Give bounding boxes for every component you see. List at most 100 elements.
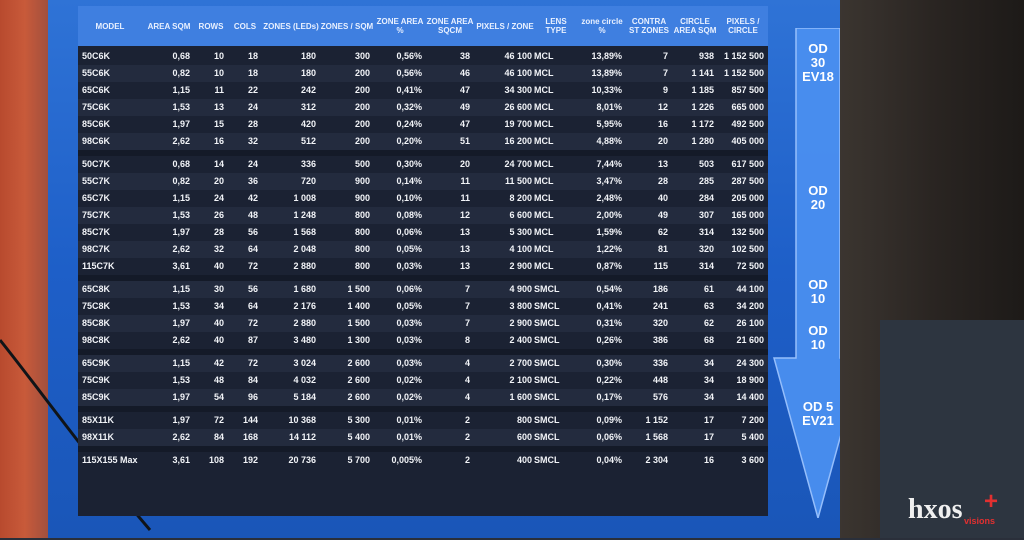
table-row: 85C9K 1,97 54 96 5 184 2 600 0,02% 4 1 600 SMCL 0,… (78, 389, 768, 406)
table-cell: 2 400 (509, 335, 532, 345)
table-cell: 5 300 (347, 415, 370, 425)
table-cell: 42 (213, 358, 224, 368)
model-cell: 50C7K (82, 159, 111, 169)
table-cell: 1 152 (645, 415, 668, 425)
table-cell: 0,08% (396, 210, 422, 220)
group-divider (78, 150, 768, 156)
table-cell: 1,97 (172, 119, 190, 129)
table-cell: 13,89% (591, 68, 622, 78)
table-cell: 72 500 (736, 261, 764, 271)
model-cell: 98X11K (82, 432, 115, 442)
table-cell: 15 (213, 119, 224, 129)
table-cell: 20 (657, 136, 668, 146)
table-cell: 312 (300, 102, 316, 112)
table-cell: 0,68 (172, 51, 190, 61)
table-cell: 68 (703, 335, 714, 345)
model-cell: 98C7K (82, 244, 111, 254)
table-row: 98C6K 2,62 16 32 512 200 0,20% 51 16 200 MCL 4,88%… (78, 133, 768, 150)
table-cell: 1,15 (172, 193, 190, 203)
column-header: ZONES / SQM (320, 21, 374, 31)
table-cell: 19 700 (504, 119, 532, 129)
table-cell: 34 300 (504, 85, 532, 95)
model-cell: 115C7K (82, 261, 115, 271)
column-header: ROWS (198, 21, 224, 31)
table-row: 65C8K 1,15 30 56 1 680 1 500 0,06% 7 4 900 SMCL 0,… (78, 281, 768, 298)
table-cell: MCL (534, 176, 554, 186)
table-cell: 28 (657, 176, 668, 186)
table-cell: 56 (247, 284, 258, 294)
table-cell: 1,97 (172, 318, 190, 328)
table-cell: 62 (703, 318, 714, 328)
od-label-20: OD 20 (808, 183, 828, 212)
table-cell: 665 000 (731, 102, 764, 112)
table-cell: 5 184 (293, 392, 316, 402)
table-cell: 800 (354, 261, 370, 271)
model-cell: 85C9K (82, 392, 111, 402)
table-cell: 1,15 (172, 358, 190, 368)
model-cell: 65C8K (82, 284, 111, 294)
table-cell: 34 200 (736, 301, 764, 311)
column-header: CONTRA ST ZONES (628, 17, 669, 35)
table-cell: 30 (213, 284, 224, 294)
table-row: 98X11K 2,62 84 168 14 112 5 400 0,01% 2 600 SMCL 0… (78, 429, 768, 446)
table-cell: 16 200 (504, 136, 532, 146)
table-row: 85C6K 1,97 15 28 420 200 0,24% 47 19 700 MCL 5,95%… (78, 116, 768, 133)
table-cell: 132 500 (731, 227, 764, 237)
table-cell: MCL (534, 227, 554, 237)
table-cell: 46 100 (504, 51, 532, 61)
table-cell: 1 400 (347, 301, 370, 311)
table-cell: 242 (300, 85, 316, 95)
table-cell: 200 (354, 136, 370, 146)
table-cell: 205 000 (731, 193, 764, 203)
table-row: 65C9K 1,15 42 72 3 024 2 600 0,03% 4 2 700 SMCL 0,… (78, 355, 768, 372)
table-cell: 1,22% (596, 244, 622, 254)
table-cell: 26 600 (504, 102, 532, 112)
table-cell: 7 (464, 301, 470, 311)
model-cell: 55C6K (82, 68, 111, 78)
table-row: 115C7K 3,61 40 72 2 880 800 0,03% 13 2 900 MCL 0,8… (78, 258, 768, 275)
table-cell: 13,89% (591, 51, 622, 61)
table-cell: 26 100 (736, 318, 764, 328)
table-cell: 56 (247, 227, 258, 237)
table-cell: 320 (652, 318, 668, 328)
table-cell: 0,02% (396, 392, 422, 402)
table-cell: 84 (213, 432, 224, 442)
model-cell: 85C8K (82, 318, 111, 328)
table-cell: 2 900 (509, 318, 532, 328)
table-cell: 0,03% (396, 335, 422, 345)
table-cell: 0,68 (172, 159, 190, 169)
logo-plus-icon: + (984, 488, 999, 515)
table-cell: 24 (247, 159, 258, 169)
table-cell: 14 400 (736, 392, 764, 402)
table-cell: 2 176 (293, 301, 316, 311)
table-cell: 26 (213, 210, 224, 220)
table-cell: 0,03% (396, 261, 422, 271)
table-cell: 34 (213, 301, 224, 311)
table-cell: 16 (657, 119, 668, 129)
table-cell: 400 (516, 455, 532, 465)
table-cell: 2 700 (509, 358, 532, 368)
table-cell: 38 (459, 51, 470, 61)
table-cell: 48 (247, 210, 258, 220)
table-cell: 386 (652, 335, 668, 345)
hxos-logo: hxos + visions (908, 488, 1018, 532)
table-cell: 320 (698, 244, 714, 254)
table-cell: 47 (459, 85, 470, 95)
table-cell: 10 (213, 51, 224, 61)
table-cell: 34 (703, 375, 714, 385)
table-cell: 200 (354, 85, 370, 95)
model-cell: 75C7K (82, 210, 111, 220)
table-cell: 0,30% (396, 159, 422, 169)
table-cell: 1 280 (691, 136, 714, 146)
table-cell: 13 (459, 244, 470, 254)
table-cell: 2 600 (347, 358, 370, 368)
table-cell: 0,04% (596, 455, 622, 465)
group-divider (78, 349, 768, 355)
model-cell: 55C7K (82, 176, 111, 186)
table-cell: SMCL (534, 284, 560, 294)
table-cell: 1,53 (172, 301, 190, 311)
table-cell: 1 152 500 (723, 68, 764, 78)
table-cell: 18 (247, 51, 258, 61)
table-cell: 2 (464, 415, 470, 425)
table-cell: 1,97 (172, 415, 190, 425)
